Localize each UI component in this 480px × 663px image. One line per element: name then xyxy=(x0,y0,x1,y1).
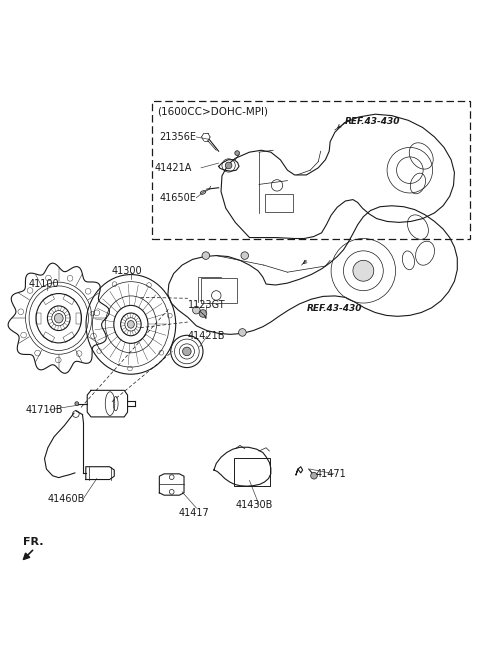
Text: 21356E: 21356E xyxy=(159,132,196,142)
Text: 41421A: 41421A xyxy=(155,163,192,173)
Circle shape xyxy=(192,306,200,314)
Text: (1600CC>DOHC-MPI): (1600CC>DOHC-MPI) xyxy=(157,106,268,116)
Circle shape xyxy=(182,347,191,355)
Ellipse shape xyxy=(200,191,206,194)
Text: REF.43-430: REF.43-430 xyxy=(306,304,362,313)
Circle shape xyxy=(311,473,317,479)
Text: FR.: FR. xyxy=(23,537,43,547)
Circle shape xyxy=(235,151,240,156)
Circle shape xyxy=(225,162,232,169)
Ellipse shape xyxy=(128,321,134,328)
Text: 41300: 41300 xyxy=(112,266,143,276)
Bar xyxy=(201,278,237,303)
Ellipse shape xyxy=(54,314,63,323)
Text: 41460B: 41460B xyxy=(48,493,85,503)
Text: 1123GT: 1123GT xyxy=(188,300,226,310)
Circle shape xyxy=(202,252,210,259)
Circle shape xyxy=(353,261,374,281)
Text: 41430B: 41430B xyxy=(235,500,273,510)
Text: 41710B: 41710B xyxy=(25,405,63,415)
Circle shape xyxy=(75,402,79,406)
Bar xyxy=(264,194,293,212)
Bar xyxy=(234,458,270,486)
Text: 41417: 41417 xyxy=(179,508,209,518)
Text: 41650E: 41650E xyxy=(159,193,196,203)
Circle shape xyxy=(199,310,207,318)
Bar xyxy=(152,101,470,239)
Circle shape xyxy=(241,252,249,259)
Text: 41471: 41471 xyxy=(316,469,347,479)
Text: 41421B: 41421B xyxy=(188,332,225,341)
Text: 41100: 41100 xyxy=(29,279,60,289)
Circle shape xyxy=(239,329,246,336)
Text: REF.43-430: REF.43-430 xyxy=(344,117,400,126)
